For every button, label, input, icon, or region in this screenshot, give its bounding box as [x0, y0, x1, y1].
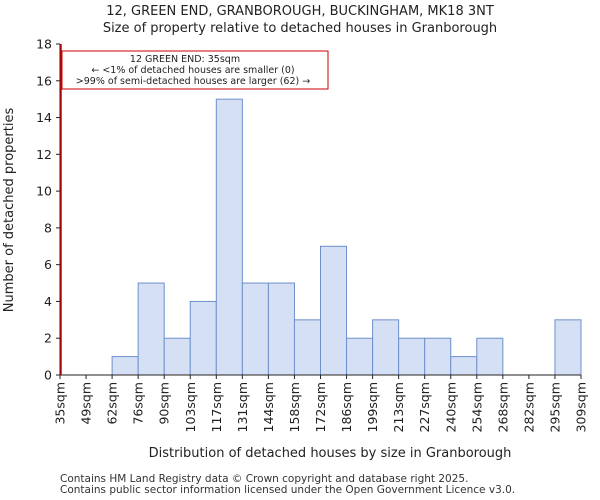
bar-254sqm [476, 337, 504, 376]
bar-90sqm [163, 337, 191, 376]
bar-117sqm [215, 98, 243, 376]
bar-103sqm [189, 300, 217, 376]
y-axis-title: Number of detached properties [2, 108, 17, 313]
footer-line-1: Contains HM Land Registry data © Crown c… [60, 473, 469, 485]
annotation-line-3: >99% of semi-detached houses are larger … [76, 76, 310, 87]
x-tick-label: 62sqm [105, 382, 120, 425]
bar-131sqm [241, 282, 269, 376]
bar-295sqm [554, 319, 582, 376]
bar-144sqm [267, 282, 295, 376]
x-tick-label: 76sqm [131, 382, 146, 425]
y-tick-label: 4 [44, 294, 52, 309]
x-tick-label: 49sqm [79, 382, 94, 425]
x-tick-label: 186sqm [339, 382, 354, 432]
footer-line-2: Contains public sector information licen… [60, 484, 516, 496]
x-tick-label: 213sqm [391, 382, 406, 432]
annotation-box: 12 GREEN END: 35sqm ← <1% of detached ho… [61, 50, 329, 90]
bar-213sqm [398, 337, 426, 376]
y-tick-label: 10 [36, 184, 52, 199]
bar-227sqm [424, 337, 452, 376]
x-tick-label: 144sqm [261, 382, 276, 432]
bar-158sqm [293, 319, 322, 376]
annotation-line-1: 12 GREEN END: 35sqm [130, 54, 240, 65]
x-tick-label: 254sqm [469, 382, 484, 432]
y-tick-label: 0 [44, 368, 52, 383]
bar-62sqm [111, 356, 139, 376]
x-tick-label: 282sqm [521, 382, 536, 432]
bar-186sqm [346, 337, 374, 376]
x-tick-label: 90sqm [157, 382, 172, 425]
x-tick-label: 199sqm [365, 382, 380, 432]
y-tick-label: 2 [44, 331, 52, 346]
x-tick-label: 35sqm [53, 382, 68, 425]
y-tick-label: 6 [44, 257, 52, 272]
chart-subtitle: Size of property relative to detached ho… [103, 21, 497, 36]
y-ticks-group: 0 2 4 6 8 10 12 14 16 18 [36, 37, 60, 383]
x-tick-label: 227sqm [417, 382, 432, 432]
x-tick-label: 131sqm [235, 382, 250, 432]
bar-199sqm [372, 319, 400, 376]
x-tick-label: 117sqm [209, 382, 224, 432]
y-tick-label: 12 [36, 147, 52, 162]
x-tick-label: 268sqm [495, 382, 510, 432]
annotation-line-2: ← <1% of detached houses are smaller (0) [91, 65, 294, 76]
x-tick-label: 103sqm [183, 382, 198, 432]
bar-76sqm [137, 282, 165, 376]
y-tick-label: 8 [44, 220, 52, 235]
y-tick-label: 18 [36, 37, 52, 52]
x-tick-label: 158sqm [287, 382, 302, 432]
bars-group [111, 98, 582, 376]
y-tick-label: 14 [36, 110, 52, 125]
x-tick-label: 172sqm [313, 382, 328, 432]
x-tick-label: 295sqm [547, 382, 562, 432]
x-tick-label: 309sqm [574, 382, 589, 432]
annotation-border [61, 50, 329, 90]
x-ticks-group: 35sqm 49sqm 62sqm 76sqm 90sqm 103sqm 117sqm 131… [53, 375, 589, 432]
chart-title: 12, GREEN END, GRANBOROUGH, BUCKINGHAM, … [106, 4, 494, 19]
bar-172sqm [320, 245, 348, 376]
y-tick-label: 16 [36, 73, 52, 88]
bar-240sqm [450, 356, 478, 376]
x-tick-label: 240sqm [443, 382, 458, 432]
x-axis-title: Distribution of detached houses by size … [149, 446, 512, 461]
